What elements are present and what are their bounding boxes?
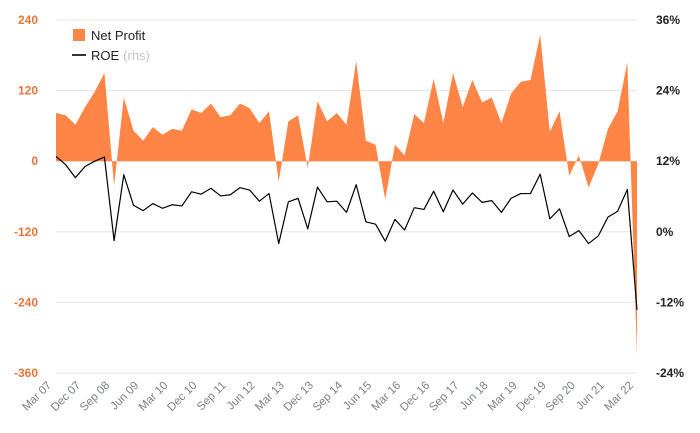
x-tick-label: Sep 20 xyxy=(544,380,578,414)
y-left-tick-label: 240 xyxy=(18,13,38,27)
y-left-tick-label: -240 xyxy=(14,295,38,309)
y-right-tick-label: -24% xyxy=(656,366,684,380)
x-tick-label: Dec 16 xyxy=(398,380,432,414)
x-tick-label: Mar 10 xyxy=(137,380,171,414)
x-tick-label: Dec 13 xyxy=(282,380,316,414)
roe-line xyxy=(55,156,638,311)
x-tick-label: Dec 19 xyxy=(515,380,549,414)
net-profit-area-layer xyxy=(56,34,637,356)
y-right-tick-label: 0% xyxy=(656,225,674,239)
roe-line-layer xyxy=(55,156,638,311)
x-tick-label: Dec 10 xyxy=(165,380,199,414)
x-tick-label: Sep 17 xyxy=(427,380,461,414)
legend-roe-suffix: (rhs) xyxy=(123,48,150,63)
x-tick-label: Mar 16 xyxy=(370,380,404,414)
legend-swatch-net-profit xyxy=(73,29,85,41)
y-left-tick-label: 120 xyxy=(18,84,38,98)
x-tick-label: Mar 13 xyxy=(253,380,287,414)
x-tick-label: Mar 07 xyxy=(20,380,54,414)
x-tick-label: Jun 18 xyxy=(458,380,491,413)
x-tick-label: Dec 07 xyxy=(49,380,83,414)
x-tick-label: Mar 22 xyxy=(602,380,636,414)
y-axis-right: 36% 24% 12% 0% -12% -24% xyxy=(656,13,684,380)
y-right-tick-label: 12% xyxy=(656,154,680,168)
y-right-tick-label: -12% xyxy=(656,295,684,309)
x-tick-label: Jun 12 xyxy=(225,380,258,413)
x-tick-label: Jun 21 xyxy=(574,380,607,413)
x-tick-label: Jun 09 xyxy=(109,380,142,413)
gridlines xyxy=(56,19,637,374)
y-axis-left: 240 120 0 -120 -240 -360 xyxy=(14,13,38,380)
x-tick-label: Mar 19 xyxy=(486,380,520,414)
x-tick-label: Jun 15 xyxy=(341,380,374,413)
y-left-tick-label: -360 xyxy=(14,366,38,380)
y-left-tick-label: -120 xyxy=(14,225,38,239)
y-right-tick-label: 24% xyxy=(656,84,680,98)
legend: Net Profit ROE (rhs) xyxy=(72,28,150,63)
legend-roe-name: ROE xyxy=(91,48,120,63)
y-left-tick-label: 0 xyxy=(31,154,38,168)
x-tick-label: Sep 11 xyxy=(195,380,229,414)
legend-label-roe: ROE (rhs) xyxy=(91,48,150,63)
legend-label-net-profit: Net Profit xyxy=(91,28,146,43)
y-right-tick-label: 36% xyxy=(656,13,680,27)
x-tick-label: Sep 14 xyxy=(311,379,346,414)
x-tick-label: Sep 08 xyxy=(78,380,112,414)
net-profit-area xyxy=(56,34,637,356)
